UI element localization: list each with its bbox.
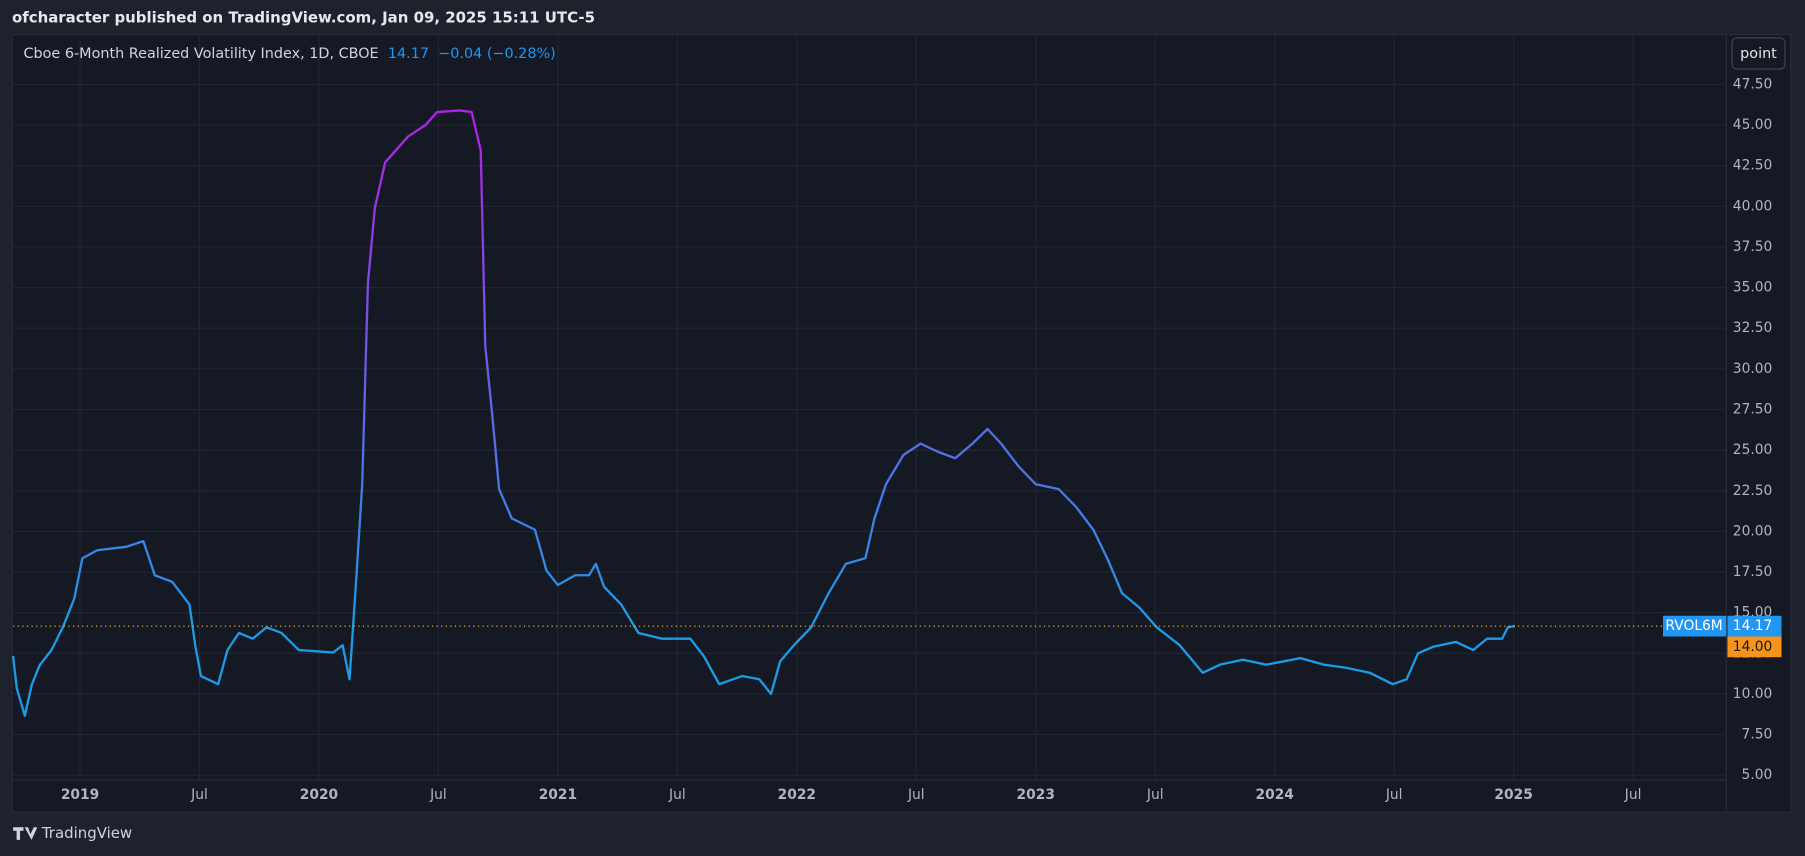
series-tag-label: RVOL6M <box>1665 618 1722 634</box>
x-tick-label: 2020 <box>300 787 338 803</box>
legend-last-price: 14.17 <box>388 46 429 62</box>
y-tick-label: 45.00 <box>1733 117 1773 133</box>
chart-frame <box>11 33 1792 813</box>
y-tick-label: 37.50 <box>1733 239 1773 255</box>
price-marker-label: 14.00 <box>1733 639 1773 655</box>
brand-logo <box>13 827 38 840</box>
x-tick-label: 2023 <box>1017 787 1055 803</box>
y-tick-label: 5.00 <box>1742 767 1773 783</box>
y-tick-label: 42.50 <box>1733 158 1773 174</box>
y-tick-label: 17.50 <box>1733 564 1773 580</box>
x-tick-label: Jul <box>668 787 686 803</box>
y-tick-label: 40.00 <box>1733 198 1773 214</box>
legend-change: −0.04 (−0.28%) <box>438 46 556 62</box>
x-tick-label: Jul <box>1385 787 1403 803</box>
price-marker-tag <box>1727 636 1782 658</box>
x-tick-label: 2019 <box>61 787 99 803</box>
x-tick-label: 2022 <box>778 787 816 803</box>
y-tick-label: 30.00 <box>1733 361 1773 377</box>
x-tick-label: 2021 <box>539 787 577 803</box>
y-tick-label: 20.00 <box>1733 523 1773 539</box>
brand-name: TradingView <box>41 824 132 842</box>
x-tick-label: Jul <box>907 787 925 803</box>
y-tick-label: 22.50 <box>1733 483 1773 499</box>
scale-button[interactable] <box>1731 37 1786 70</box>
last-price-tag-label: 14.17 <box>1733 618 1773 634</box>
x-tick-label: Jul <box>1624 787 1642 803</box>
y-tick-label: 47.50 <box>1733 76 1773 92</box>
price-line <box>11 109 1516 717</box>
plot: 5.007.5010.0012.5015.0017.5020.0022.5025… <box>11 35 1773 813</box>
chart-title: Cboe 6-Month Realized Volatility Index, … <box>23 46 378 62</box>
y-tick-label: 35.00 <box>1733 280 1773 296</box>
x-tick-label: Jul <box>429 787 447 803</box>
series-tag <box>1663 615 1727 637</box>
y-tick-label: 10.00 <box>1733 686 1773 702</box>
x-tick-label: Jul <box>1146 787 1164 803</box>
y-tick-label: 27.50 <box>1733 401 1773 417</box>
scale-button-label[interactable]: point <box>1740 46 1777 62</box>
x-tick-label: 2024 <box>1255 787 1293 803</box>
x-tick-label: 2025 <box>1494 787 1532 803</box>
y-tick-label: 7.50 <box>1742 727 1773 743</box>
x-tick-label: Jul <box>190 787 208 803</box>
y-tick-label: 25.00 <box>1733 442 1773 458</box>
published-header: ofcharacter published on TradingView.com… <box>12 8 595 26</box>
last-price-tag <box>1727 615 1782 637</box>
y-tick-label: 32.50 <box>1733 320 1773 336</box>
